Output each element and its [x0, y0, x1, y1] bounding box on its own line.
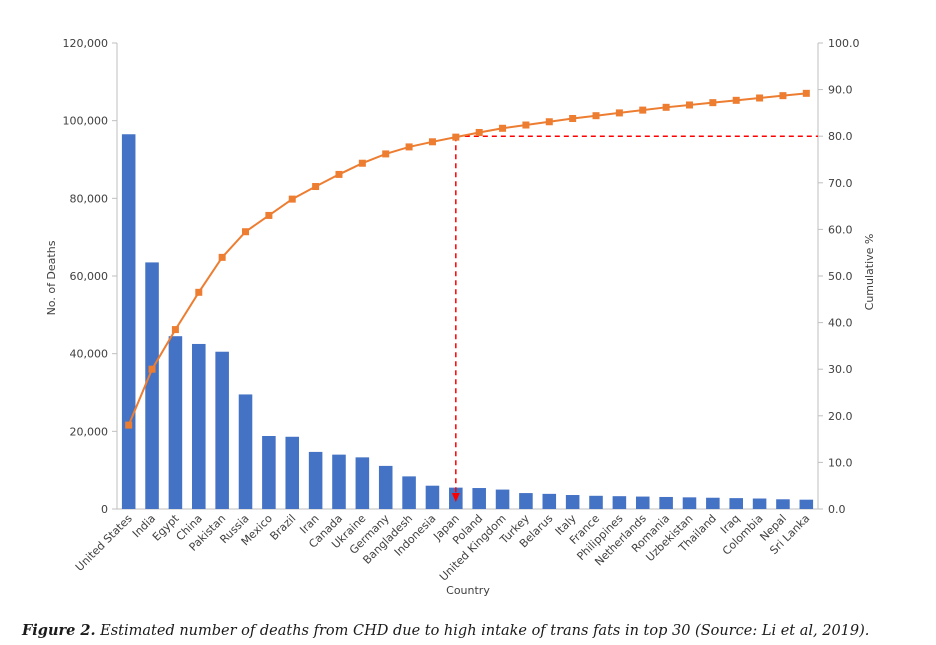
- cumulative-point: [592, 112, 600, 120]
- pareto-chart: 0 20,000 40,000 60,000 80,000 100,000 120,000 0…: [45, 37, 876, 597]
- axes-layer: [112, 42, 823, 510]
- y-tick-label: 40,000: [70, 348, 109, 361]
- bar: [635, 496, 650, 509]
- y2-tick-label: 40.0: [828, 317, 853, 330]
- bar: [378, 465, 393, 509]
- y-tick-label: 100,000: [63, 115, 109, 128]
- cumulative-point: [662, 103, 670, 111]
- y-tick-label: 20,000: [70, 425, 109, 438]
- bar: [565, 495, 580, 509]
- caption-text: Estimated number of deaths from CHD due …: [100, 623, 870, 639]
- y2-tick-label: 10.0: [828, 456, 853, 469]
- cumulative-point: [475, 128, 483, 136]
- bar: [215, 351, 229, 509]
- y2-tick-label: 70.0: [828, 177, 853, 190]
- cumulative-point: [312, 183, 320, 191]
- cumulative-point: [756, 94, 764, 102]
- x-tick-label: United States: [73, 512, 135, 574]
- cumulative-point: [125, 421, 133, 429]
- x-tick-label: Brazil: [267, 512, 298, 543]
- bar: [145, 262, 159, 509]
- cumulative-point: [545, 118, 553, 126]
- cumulative-line: [127, 92, 807, 426]
- y2-tick-label: 80.0: [828, 130, 853, 143]
- y2-tick-label: 100.0: [828, 37, 860, 50]
- cumulative-point: [569, 114, 577, 122]
- bar: [168, 336, 183, 509]
- cumulative-point: [405, 143, 413, 151]
- threshold-layer: [451, 135, 818, 502]
- cumulative-point: [685, 101, 693, 109]
- bar: [121, 134, 136, 509]
- y-axis-title: No. of Deaths: [45, 240, 58, 315]
- cumulative-point: [288, 195, 296, 203]
- bar: [799, 499, 814, 509]
- cumulative-point: [242, 228, 250, 236]
- y2-axis-title: Cumulative %: [863, 234, 876, 311]
- cumulative-point: [148, 365, 156, 373]
- bar: [542, 493, 557, 509]
- figure-caption: Figure 2. Estimated number of deaths fro…: [22, 622, 922, 639]
- cumulative-point: [615, 109, 623, 117]
- cumulative-point: [195, 288, 203, 296]
- bar: [495, 489, 510, 509]
- bar: [776, 499, 790, 509]
- caption-label: Figure 2.: [22, 622, 96, 639]
- cumulative-point: [802, 89, 810, 97]
- y2-tick-label: 90.0: [828, 84, 853, 97]
- cumulative-point: [382, 150, 390, 158]
- bar: [262, 435, 276, 509]
- bar: [752, 498, 767, 509]
- y2-tick-label: 0.0: [828, 503, 846, 516]
- bar: [729, 498, 743, 509]
- bar: [355, 457, 370, 509]
- y2-tick-label: 50.0: [828, 270, 853, 283]
- cumulative-point: [709, 99, 717, 107]
- bar: [472, 488, 486, 509]
- y-tick-label: 60,000: [70, 270, 109, 283]
- x-axis-title: Country: [446, 584, 490, 597]
- y-tick-label: 0: [101, 503, 108, 516]
- bar: [192, 343, 206, 509]
- bar: [519, 493, 533, 509]
- cumulative-point: [499, 124, 507, 132]
- cumulative-point: [358, 159, 366, 167]
- cumulative-point: [171, 326, 179, 334]
- bar: [659, 496, 673, 509]
- bar: [332, 454, 346, 509]
- bar: [589, 495, 603, 509]
- bar: [706, 497, 720, 509]
- bar: [612, 496, 627, 509]
- cumulative-point: [335, 170, 343, 178]
- y2-tick-label: 30.0: [828, 363, 853, 376]
- y2-tick-label: 60.0: [828, 223, 853, 236]
- y2-tick-label: 20.0: [828, 410, 853, 423]
- bar: [402, 476, 416, 509]
- threshold-arrowhead: [451, 493, 460, 502]
- bars-layer: [121, 134, 814, 509]
- cumulative-point: [779, 92, 787, 100]
- bar: [238, 394, 253, 509]
- bar: [308, 451, 323, 509]
- y-tick-label: 120,000: [63, 37, 109, 50]
- cumulative-point: [732, 96, 740, 104]
- cumulative-line-layer: [125, 89, 810, 429]
- bar: [285, 436, 300, 509]
- y-tick-label: 80,000: [70, 192, 109, 205]
- cumulative-point: [452, 133, 460, 141]
- cumulative-point: [639, 106, 647, 114]
- cumulative-point: [218, 253, 226, 261]
- cumulative-point: [522, 121, 530, 129]
- bar: [425, 485, 440, 509]
- cumulative-point: [428, 138, 436, 146]
- cumulative-point: [265, 211, 273, 219]
- bar: [682, 497, 697, 509]
